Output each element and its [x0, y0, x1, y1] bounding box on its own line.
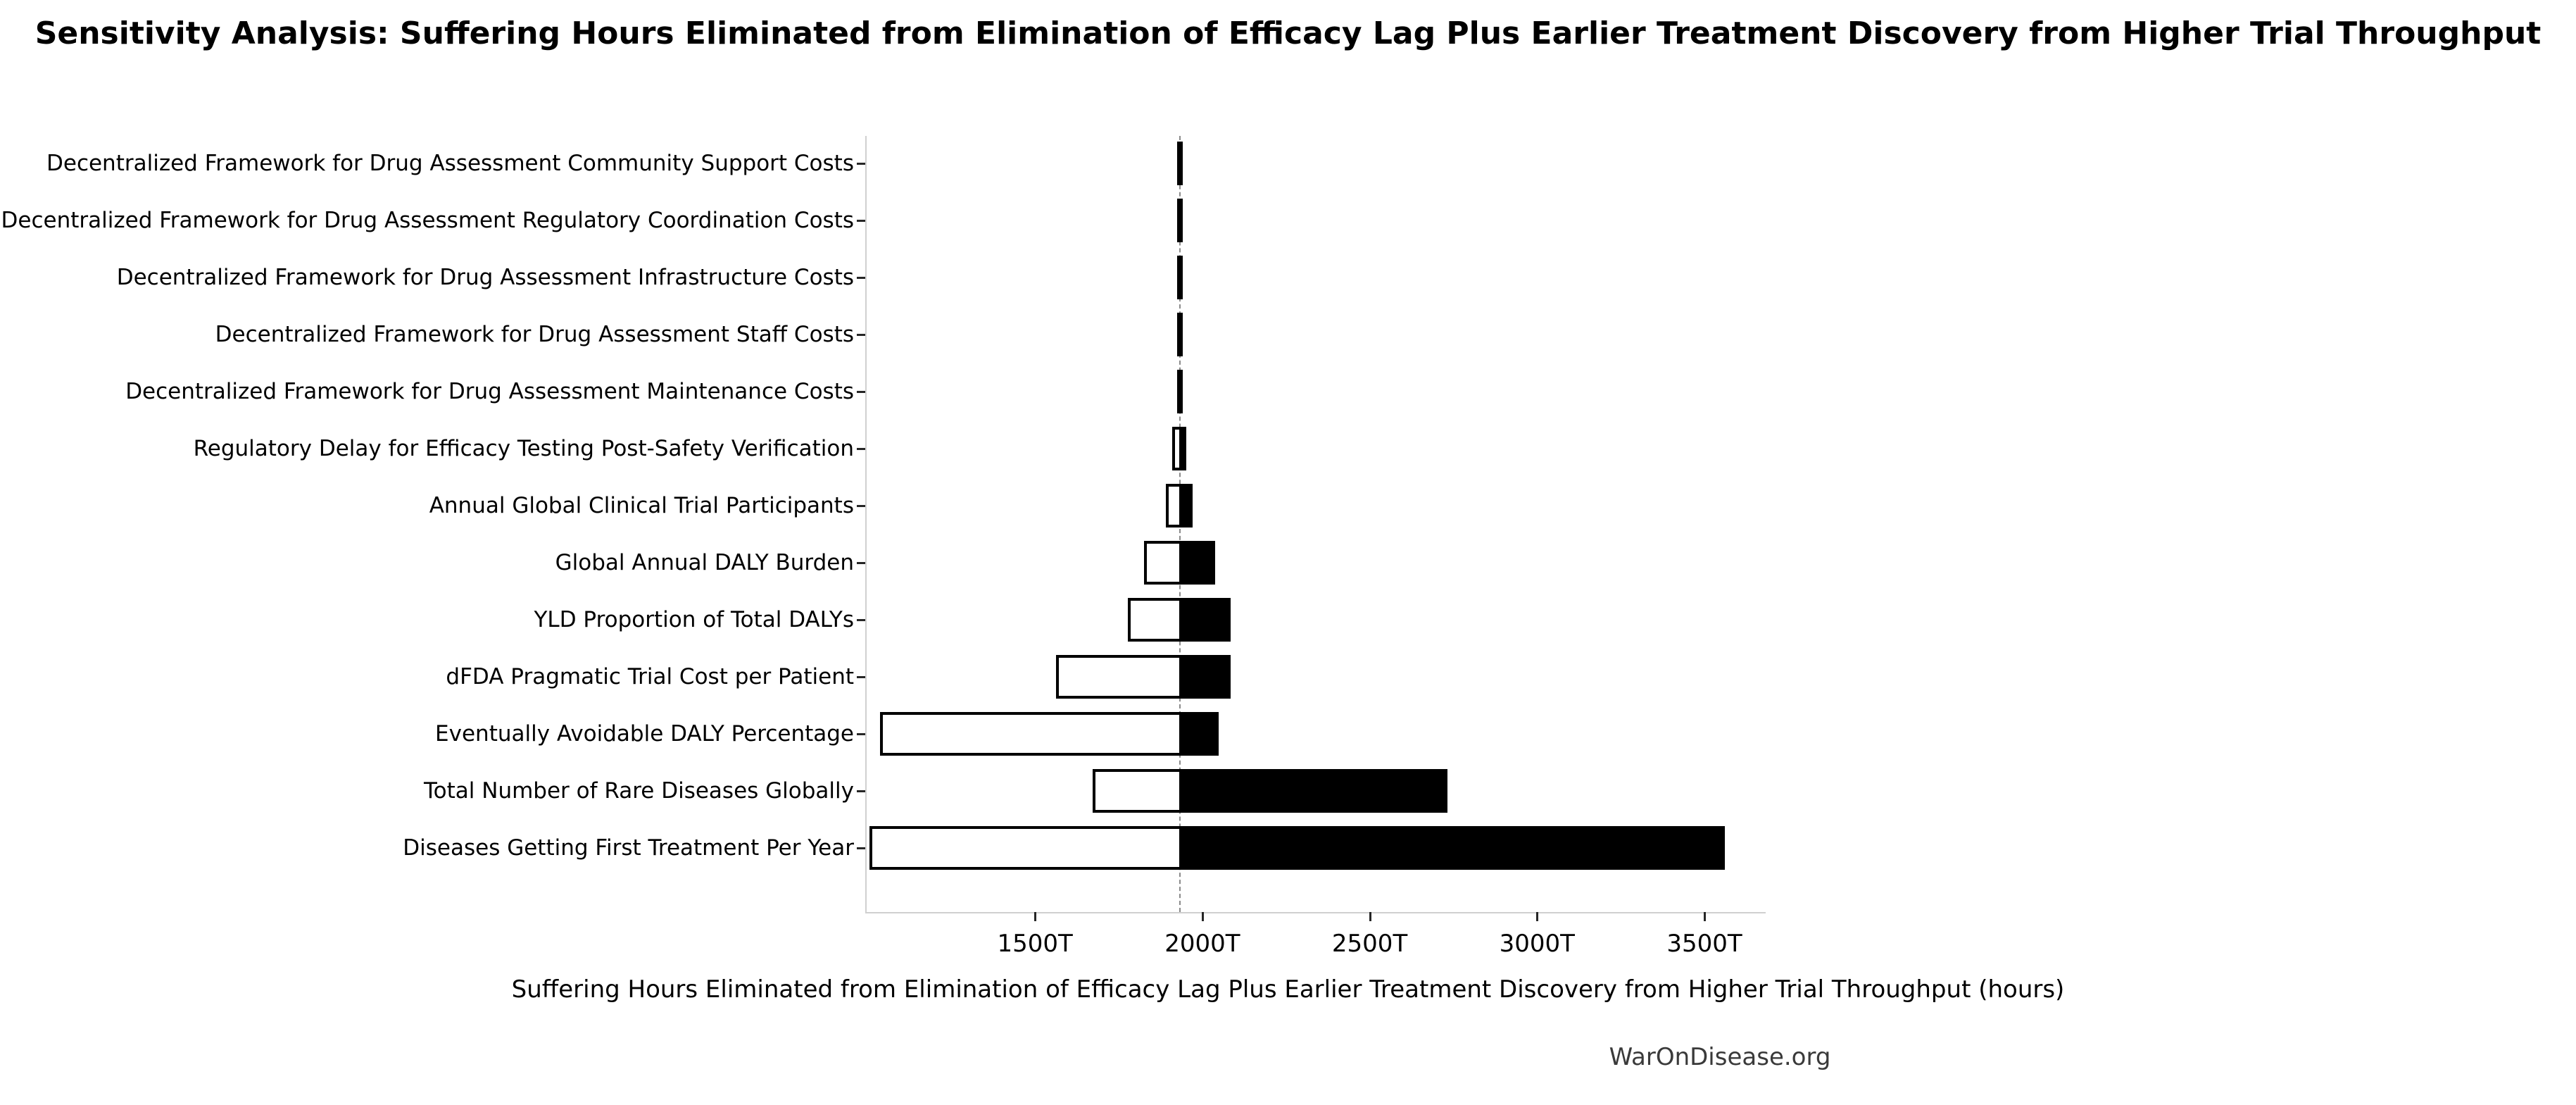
- y-category-label: Decentralized Framework for Drug Assessm…: [215, 322, 854, 347]
- y-tick-mark: [857, 505, 865, 507]
- y-tick-mark: [857, 847, 865, 849]
- y-category-label: dFDA Pragmatic Trial Cost per Patient: [446, 664, 854, 689]
- y-tick-mark: [857, 448, 865, 450]
- x-tick-label: 3000T: [1499, 930, 1575, 958]
- bar-fill-above-baseline: [1179, 658, 1229, 696]
- tornado-bar: [1055, 655, 1231, 699]
- y-tick-mark: [857, 163, 865, 165]
- y-tick-mark: [857, 676, 865, 678]
- y-category-label: Diseases Getting First Treatment Per Yea…: [403, 835, 854, 861]
- bar-fill-above-baseline: [1179, 601, 1228, 639]
- x-tick-label: 2500T: [1331, 930, 1408, 958]
- y-tick-mark: [857, 334, 865, 336]
- tornado-bar: [1176, 142, 1183, 185]
- x-axis-spine: [865, 912, 1766, 913]
- plot-area: Decentralized Framework for Drug Assessm…: [1, 136, 1766, 958]
- tornado-bar: [1093, 769, 1448, 813]
- y-category-label: Decentralized Framework for Drug Assessm…: [125, 379, 854, 404]
- x-axis-label: Suffering Hours Eliminated from Eliminat…: [511, 975, 2065, 1004]
- tornado-bar: [879, 712, 1219, 756]
- x-tick-label: 1500T: [997, 930, 1073, 958]
- y-tick-mark: [857, 220, 865, 222]
- y-category-label: Decentralized Framework for Drug Assessm…: [1, 208, 854, 233]
- tornado-bar: [869, 826, 1726, 870]
- y-category-label: Eventually Avoidable DALY Percentage: [435, 721, 854, 747]
- y-category-label: Annual Global Clinical Trial Participant…: [429, 493, 854, 518]
- y-category-label: Regulatory Delay for Efficacy Testing Po…: [193, 436, 854, 461]
- y-category-label: Decentralized Framework for Drug Assessm…: [46, 151, 854, 176]
- x-tick-mark: [1201, 912, 1204, 921]
- bar-fill-above-baseline: [1179, 829, 1723, 867]
- bar-fill-above-baseline: [1179, 772, 1445, 810]
- x-tick-mark: [1034, 912, 1037, 921]
- x-tick-label: 3500T: [1666, 930, 1742, 958]
- y-category-label: Global Annual DALY Burden: [555, 550, 854, 575]
- footer-watermark: WarOnDisease.org: [1609, 1043, 1831, 1071]
- x-tick-mark: [1536, 912, 1539, 921]
- y-tick-mark: [857, 619, 865, 621]
- bar-fill-above-baseline: [1179, 487, 1190, 525]
- tornado-bar: [1144, 541, 1216, 585]
- y-category-label: YLD Proportion of Total DALYs: [534, 607, 855, 632]
- y-axis-spine: [865, 136, 867, 912]
- tornado-bar: [1172, 427, 1187, 470]
- bar-fill-above-baseline: [1179, 430, 1183, 468]
- y-tick-mark: [857, 562, 865, 564]
- tornado-bar: [1176, 199, 1183, 242]
- y-category-label: Total Number of Rare Diseases Globally: [424, 778, 854, 804]
- tornado-bar: [1176, 313, 1183, 356]
- bar-fill-above-baseline: [1179, 715, 1216, 753]
- chart-title: Sensitivity Analysis: Suffering Hours El…: [34, 15, 2542, 51]
- x-tick-label: 2000T: [1164, 930, 1240, 958]
- tornado-bar: [1176, 256, 1183, 299]
- x-tick-mark: [1369, 912, 1371, 921]
- y-tick-mark: [857, 391, 865, 393]
- bar-fill-above-baseline: [1179, 544, 1213, 582]
- y-tick-mark: [857, 790, 865, 792]
- y-category-label: Decentralized Framework for Drug Assessm…: [116, 265, 854, 290]
- tornado-bar: [1176, 370, 1183, 413]
- tornado-bar: [1127, 598, 1231, 642]
- y-tick-mark: [857, 733, 865, 735]
- y-tick-mark: [857, 277, 865, 279]
- tornado-bar: [1166, 484, 1193, 527]
- x-tick-mark: [1703, 912, 1706, 921]
